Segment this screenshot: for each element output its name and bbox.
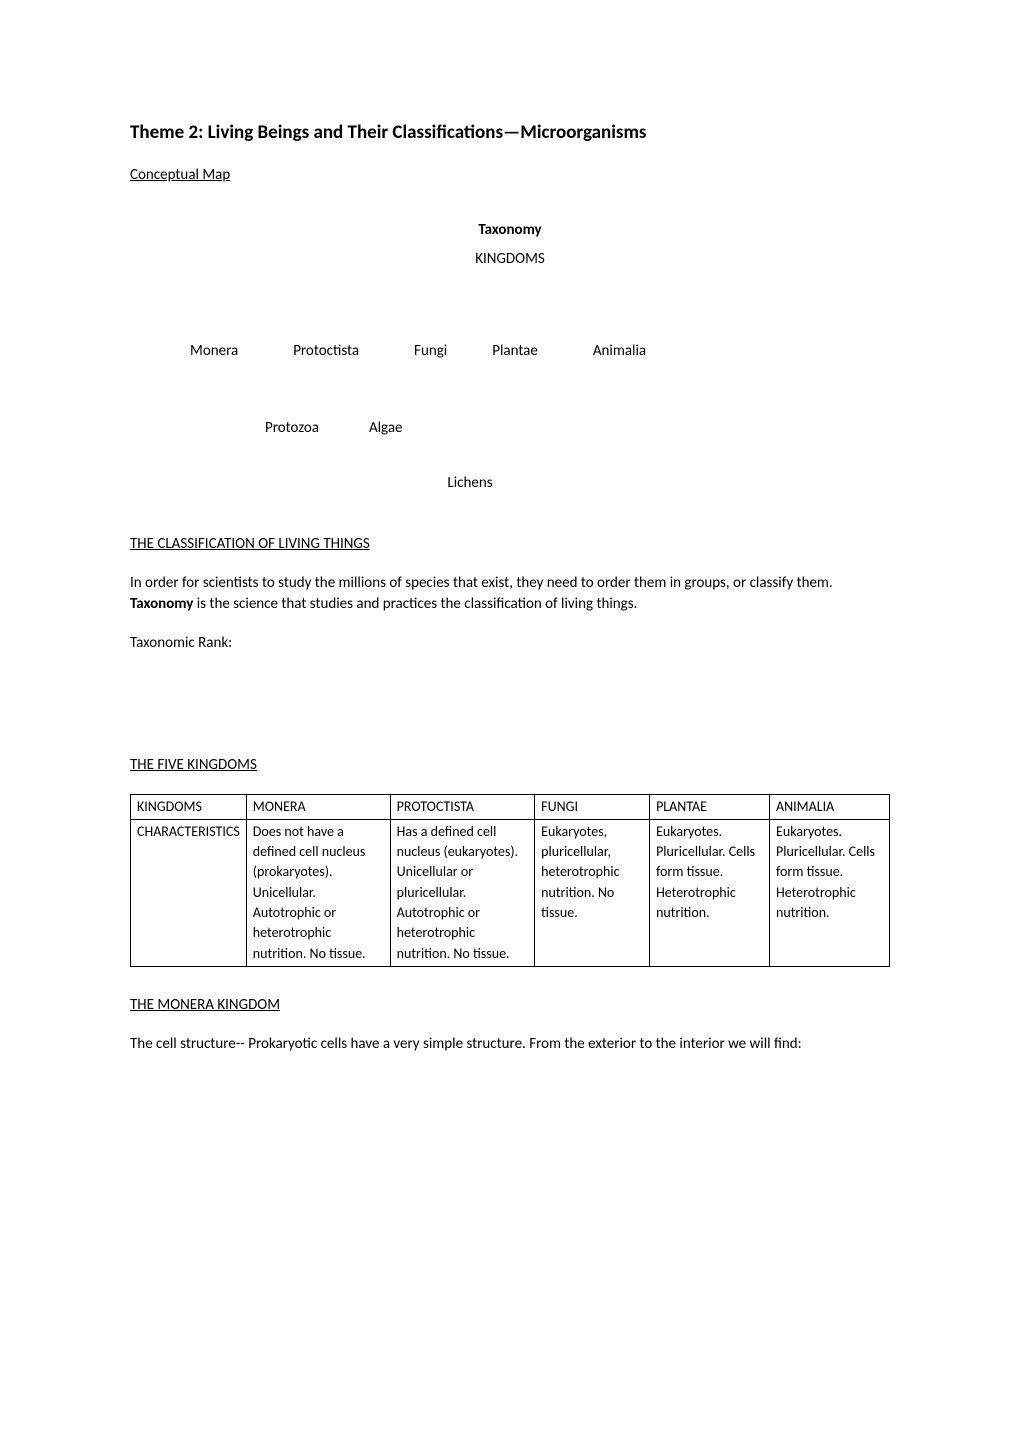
table-cell: PLANTAE <box>650 794 770 819</box>
kingdom-plantae: Plantae <box>492 341 538 362</box>
table-cell: ANIMALIA <box>770 794 890 819</box>
monera-paragraph: The cell structure-- Prokaryotic cells h… <box>130 1034 890 1055</box>
conceptual-map-label: Conceptual Map <box>130 165 890 186</box>
classification-text-post: is the science that studies and practice… <box>193 595 637 613</box>
table-cell: KINGDOMS <box>131 794 247 819</box>
kingdom-fungi: Fungi <box>414 341 447 362</box>
classification-text-pre: In order for scientists to study the mil… <box>130 574 833 592</box>
concept-map: Taxonomy KINGDOMS Monera Protoctista Fun… <box>130 194 890 494</box>
table-cell: CHARACTERISTICS <box>131 819 247 966</box>
table-cell: Does not have a defined cell nucleus (pr… <box>246 819 390 966</box>
table-row: CHARACTERISTICS Does not have a defined … <box>131 819 890 966</box>
table-cell: Eukaryotes. Pluricellular. Cells form ti… <box>650 819 770 966</box>
table-row: KINGDOMS MONERA PROTOCTISTA FUNGI PLANTA… <box>131 794 890 819</box>
kingdoms-row: Monera Protoctista Fungi Plantae Animali… <box>130 341 890 362</box>
protozoa-node: Protozoa <box>265 418 319 439</box>
classification-heading: THE CLASSIFICATION OF LIVING THINGS <box>130 534 890 555</box>
taxonomic-rank-label: Taxonomic Rank: <box>130 633 890 654</box>
table-cell: Eukaryotes. Pluricellular. Cells form ti… <box>770 819 890 966</box>
lichens-node: Lichens <box>50 473 890 494</box>
kingdom-monera: Monera <box>190 341 238 362</box>
kingdom-animalia: Animalia <box>593 341 646 362</box>
algae-node: Algae <box>369 418 403 439</box>
kingdoms-table: KINGDOMS MONERA PROTOCTISTA FUNGI PLANTA… <box>130 794 890 967</box>
table-cell: PROTOCTISTA <box>390 794 535 819</box>
taxonomy-node: Taxonomy <box>130 220 890 241</box>
protoctista-sub-row: Protozoa Algae <box>130 418 890 439</box>
monera-heading: THE MONERA KINGDOM <box>130 995 890 1016</box>
table-cell: MONERA <box>246 794 390 819</box>
taxonomy-term: Taxonomy <box>130 595 193 613</box>
kingdoms-node: KINGDOMS <box>130 249 890 270</box>
table-cell: Eukaryotes, pluricellular, heterotrophic… <box>535 819 650 966</box>
kingdom-protoctista: Protoctista <box>293 341 359 362</box>
table-cell: Has a defined cell nucleus (eukaryotes).… <box>390 819 535 966</box>
classification-paragraph: In order for scientists to study the mil… <box>130 573 890 615</box>
table-cell: FUNGI <box>535 794 650 819</box>
page-title: Theme 2: Living Beings and Their Classif… <box>130 120 890 147</box>
five-kingdoms-heading: THE FIVE KINGDOMS <box>130 755 890 776</box>
